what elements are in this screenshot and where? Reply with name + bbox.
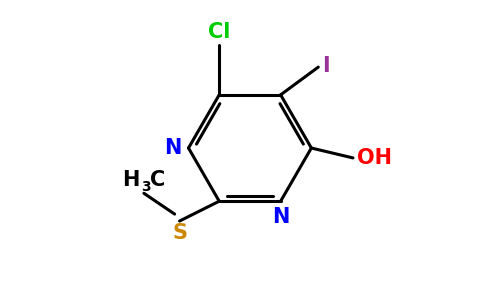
Text: N: N (272, 207, 289, 227)
Text: I: I (322, 56, 330, 76)
Text: Cl: Cl (208, 22, 230, 42)
Text: H: H (122, 170, 140, 190)
Text: S: S (172, 223, 187, 243)
Text: 3: 3 (141, 180, 151, 194)
Text: N: N (164, 138, 182, 158)
Text: C: C (150, 170, 165, 190)
Text: OH: OH (357, 148, 392, 168)
